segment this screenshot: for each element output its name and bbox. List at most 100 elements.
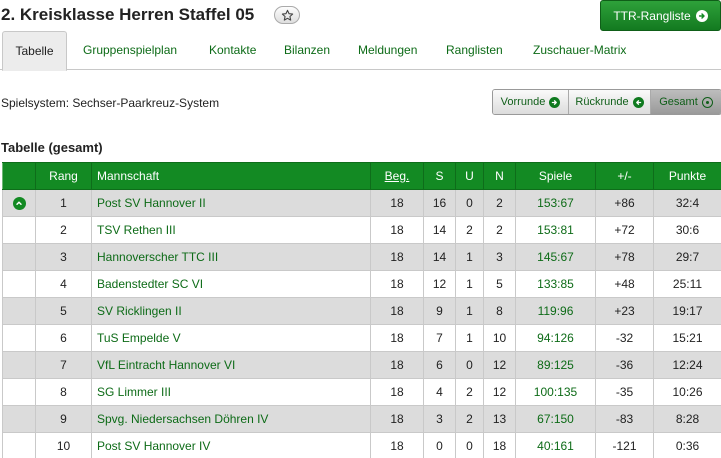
tab-bilanzen[interactable]: Bilanzen: [284, 43, 331, 57]
cell-s: 6: [423, 351, 456, 379]
row-marker: [2, 351, 36, 379]
team-link[interactable]: SV Ricklingen II: [91, 297, 371, 325]
tab-ranglisten[interactable]: Ranglisten: [446, 43, 503, 57]
row-marker: [2, 405, 36, 433]
header-n: N: [483, 162, 516, 190]
gesamt-label: Gesamt: [659, 96, 698, 108]
header-row: Rang Mannschaft Beg. S U N Spiele +/- Pu…: [2, 162, 721, 190]
cell-n: 12: [483, 351, 516, 379]
team-link[interactable]: Hannoverscher TTC III: [91, 243, 371, 271]
row-marker: [2, 378, 36, 406]
row-marker: [2, 324, 36, 352]
cell-spiele: 153:67: [515, 189, 596, 217]
tab-kontakte[interactable]: Kontakte: [209, 43, 257, 57]
round-selector: Vorrunde Rückrunde Gesamt: [492, 89, 721, 115]
header-mannschaft: Mannschaft: [91, 162, 371, 190]
cell-s: 0: [423, 432, 456, 458]
row-marker: [2, 432, 36, 458]
table-row: 2 TSV Rethen III 18 14 2 2 153:81 +72 30:6: [2, 216, 721, 244]
cell-u: 0: [455, 351, 484, 379]
team-link[interactable]: SG Limmer III: [91, 378, 371, 406]
team-link[interactable]: Post SV Hannover II: [91, 189, 371, 217]
tab-zuschauer-matrix[interactable]: Zuschauer-Matrix: [533, 43, 627, 57]
cell-beg: 18: [370, 324, 424, 352]
cell-punkte: 12:24: [653, 351, 721, 379]
rueckrunde-button[interactable]: Rückrunde: [569, 90, 651, 114]
cell-beg: 18: [370, 432, 424, 458]
cell-punkte: 32:4: [653, 189, 721, 217]
ttr-rangliste-button[interactable]: TTR-Rangliste: [600, 0, 721, 31]
cell-diff: -36: [595, 351, 654, 379]
team-link[interactable]: Spvg. Niedersachsen Döhren IV: [91, 405, 371, 433]
cell-rang: 7: [35, 351, 92, 379]
cell-u: 1: [455, 270, 484, 298]
cell-diff: +23: [595, 297, 654, 325]
team-link[interactable]: TSV Rethen III: [91, 216, 371, 244]
tab-gruppenspielplan[interactable]: Gruppenspielplan: [83, 43, 178, 57]
cell-diff: -121: [595, 432, 654, 458]
table-row: 10 Post SV Hannover IV 18 0 0 18 40:161 -121 0:3…: [2, 432, 721, 458]
row-marker: [2, 243, 36, 271]
cell-beg: 18: [370, 216, 424, 244]
cell-s: 7: [423, 324, 456, 352]
table-row: 8 SG Limmer III 18 4 2 12 100:135 -35 10:26: [2, 378, 721, 406]
cell-diff: +78: [595, 243, 654, 271]
cell-rang: 6: [35, 324, 92, 352]
table-row: 5 SV Ricklingen II 18 9 1 8 119:96 +23 19:17: [2, 297, 721, 325]
cell-beg: 18: [370, 351, 424, 379]
radio-dot-icon: [701, 96, 713, 108]
cell-beg: 18: [370, 243, 424, 271]
table-row: 9 Spvg. Niedersachsen Döhren IV 18 3 2 13 67:1…: [2, 405, 721, 433]
team-link[interactable]: TuS Empelde V: [91, 324, 371, 352]
cell-s: 9: [423, 297, 456, 325]
team-link[interactable]: Post SV Hannover IV: [91, 432, 371, 458]
cell-u: 2: [455, 405, 484, 433]
tab-tabelle[interactable]: Tabelle: [2, 31, 67, 71]
cell-n: 10: [483, 324, 516, 352]
table-row: 1 Post SV Hannover II 18 16 0 2 153:67 +86 32:4: [2, 189, 721, 217]
cell-u: 0: [455, 432, 484, 458]
gesamt-button[interactable]: Gesamt: [651, 90, 721, 114]
cell-s: 14: [423, 216, 456, 244]
tab-meldungen[interactable]: Meldungen: [358, 43, 418, 57]
cell-punkte: 0:36: [653, 432, 721, 458]
cell-n: 2: [483, 189, 516, 217]
cell-rang: 10: [35, 432, 92, 458]
arrow-right-circle-icon: [695, 9, 708, 22]
chevron-up-circle-icon: [12, 196, 26, 210]
arrow-right-circle-icon: [549, 96, 561, 108]
cell-rang: 8: [35, 378, 92, 406]
cell-beg: 18: [370, 270, 424, 298]
cell-s: 12: [423, 270, 456, 298]
row-marker: [2, 297, 36, 325]
page-header: 2. Kreisklasse Herren Staffel 05 TTR-Ran…: [0, 0, 721, 32]
team-link[interactable]: Badenstedter SC VI: [91, 270, 371, 298]
cell-spiele: 153:81: [515, 216, 596, 244]
header-diff: +/-: [595, 162, 654, 190]
cell-spiele: 133:85: [515, 270, 596, 298]
cell-rang: 5: [35, 297, 92, 325]
cell-n: 3: [483, 243, 516, 271]
cell-punkte: 15:21: [653, 324, 721, 352]
cell-rang: 9: [35, 405, 92, 433]
cell-diff: +72: [595, 216, 654, 244]
cell-s: 4: [423, 378, 456, 406]
cell-rang: 3: [35, 243, 92, 271]
cell-punkte: 8:28: [653, 405, 721, 433]
cell-s: 3: [423, 405, 456, 433]
cell-punkte: 10:26: [653, 378, 721, 406]
tab-bar: Tabelle Gruppenspielplan Kontakte Bilanz…: [0, 31, 721, 71]
arrow-left-circle-icon: [632, 96, 644, 108]
header-beg[interactable]: Beg.: [370, 162, 424, 190]
cell-spiele: 119:96: [515, 297, 596, 325]
team-link[interactable]: VfL Eintracht Hannover VI: [91, 351, 371, 379]
table-row: 3 Hannoverscher TTC III 18 14 1 3 145:67 +78 29:…: [2, 243, 721, 271]
cell-n: 12: [483, 378, 516, 406]
cell-n: 5: [483, 270, 516, 298]
vorrunde-button[interactable]: Vorrunde: [493, 90, 569, 114]
rueckrunde-label: Rückrunde: [575, 96, 629, 108]
cell-punkte: 30:6: [653, 216, 721, 244]
favorite-button[interactable]: [274, 6, 300, 24]
cell-s: 14: [423, 243, 456, 271]
cell-beg: 18: [370, 297, 424, 325]
